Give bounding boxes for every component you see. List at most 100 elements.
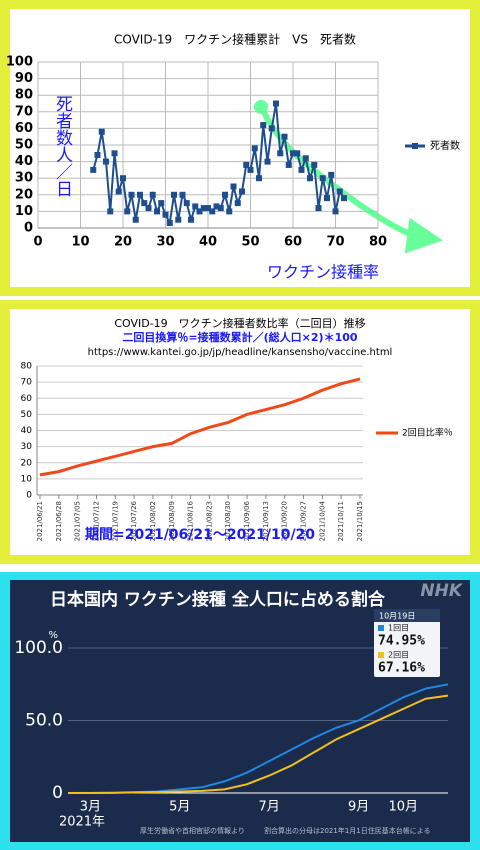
data-point (98, 128, 105, 135)
data-point (107, 208, 114, 215)
value-label: 74.95% (378, 634, 425, 649)
data-point (145, 205, 152, 212)
footnote: 割合算出の分母は2021年1月1日住民基本台帳による (264, 826, 431, 835)
x-tick-label: 2021/09/27 (300, 501, 308, 541)
x-tick-label: 2021/07/19 (111, 501, 119, 541)
y-tick-label: 50 (21, 410, 33, 420)
data-point (336, 188, 343, 195)
data-point (154, 208, 160, 215)
data-point (256, 175, 262, 182)
y-tick-label: 70 (21, 378, 33, 388)
chart-subtitle: 二回目換算％=接種数累計／(総人口×2)＊100 (122, 330, 357, 344)
data-point (175, 216, 182, 223)
x-tick-label: 10 (71, 235, 89, 250)
data-point (247, 166, 254, 173)
data-point (149, 191, 156, 198)
footnote: 厚生労働省や首相官邸の情報より (140, 826, 245, 835)
y-tick-label: 60 (15, 121, 33, 136)
y-tick-label: 40 (21, 426, 33, 436)
x-tick-label: 7月 (259, 800, 280, 815)
data-point (90, 166, 97, 173)
y-tick-label: 90 (15, 71, 33, 86)
legend-label: 2回目 (388, 651, 409, 660)
trend-arrow (259, 105, 443, 254)
y-tick-label: 80 (15, 88, 33, 103)
data-point (115, 188, 122, 195)
data-point (166, 220, 173, 227)
data-point (319, 175, 326, 182)
legend-swatch (378, 625, 384, 631)
y-tick-label: 40 (15, 154, 33, 169)
legend-swatch (378, 652, 384, 658)
data-point (132, 216, 139, 223)
y-tick-label: 0 (24, 221, 33, 236)
data-point (307, 175, 313, 182)
data-point (171, 191, 177, 198)
x-tick-label: 0 (33, 235, 42, 250)
data-point (213, 203, 220, 210)
legend-box (374, 609, 440, 677)
x-tick-label: 2021/08/30 (224, 501, 232, 541)
legend-label: 2回目比率％ (402, 427, 453, 439)
data-point (239, 188, 245, 195)
x-tick-label: 50 (241, 235, 259, 250)
data-point (158, 200, 165, 207)
data-point (222, 191, 228, 198)
data-point (120, 175, 126, 182)
chart-title: COVID-19 ワクチン接種者数比率（二回目）推移 (114, 316, 365, 330)
chart-title: COVID-19 ワクチン接種累計 VS 死者数 (114, 32, 356, 47)
x-tick-label: 2021/08/23 (205, 501, 213, 541)
data-point (217, 205, 224, 212)
data-point (281, 133, 288, 140)
x-tick-label: 60 (284, 235, 302, 250)
year-label: 2021年 (59, 815, 105, 830)
data-point (264, 158, 271, 165)
data-point (188, 216, 194, 223)
period-note: 期間=2021/06/21～2021/10/20 (85, 527, 315, 543)
data-point (103, 158, 109, 165)
y-tick-label: 50 (15, 138, 33, 153)
data-point (209, 208, 216, 215)
y-tick-label: 20 (15, 187, 33, 202)
data-point (196, 208, 203, 215)
y-tick-label: 30 (21, 442, 33, 452)
data-point (290, 150, 296, 157)
data-point (341, 195, 347, 202)
y-tick-label: 100 (6, 55, 33, 70)
data-point (311, 161, 318, 168)
legend-label: 死者数 (430, 139, 460, 152)
data-point (141, 200, 148, 207)
data-point (226, 208, 233, 215)
x-tick-label: 20 (114, 235, 132, 250)
x-tick-label: 2021/07/12 (92, 501, 100, 541)
x-tick-label: 2021/08/16 (187, 500, 195, 541)
data-point (94, 151, 101, 158)
data-point (294, 150, 301, 157)
x-tick-label: 9月 (348, 800, 369, 815)
x-tick-label: 2021/09/13 (262, 501, 270, 541)
y-tick-label: 0 (26, 491, 32, 501)
data-point (251, 145, 258, 152)
x-tick-label: 2021/10/15 (356, 501, 364, 541)
x-tick-label: 3月 (80, 800, 101, 815)
data-point (124, 208, 131, 215)
x-axis-label: ワクチン接種率 (267, 263, 379, 282)
legend-swatch (412, 143, 418, 149)
series-line (68, 694, 449, 794)
logo: NHK (420, 581, 463, 601)
data-point (260, 122, 267, 129)
y-tick-label: 30 (15, 171, 33, 186)
y-tick-label: 10 (15, 204, 33, 219)
x-tick-label: 2021/08/02 (149, 501, 157, 541)
x-tick-label: 30 (156, 235, 174, 250)
legend-header (374, 609, 440, 622)
value-label: 67.16% (378, 661, 425, 676)
y-tick-label: 0 (52, 783, 63, 803)
data-point (268, 125, 275, 132)
x-tick-label: 2021/10/11 (337, 501, 345, 541)
data-point (298, 166, 305, 173)
panel-background (10, 9, 470, 287)
data-point (332, 208, 339, 215)
y-tick-label: 100.0 (14, 638, 63, 658)
